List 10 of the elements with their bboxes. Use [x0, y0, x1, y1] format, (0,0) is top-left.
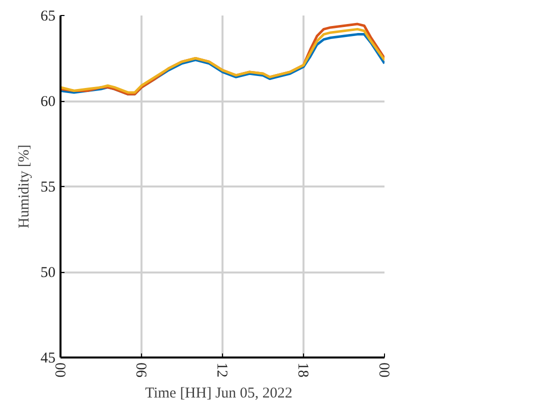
x-axis-title: Time [HH] Jun 05, 2022: [145, 386, 292, 402]
x-tick-label: 12: [214, 362, 230, 378]
y-tick-label: 65: [40, 8, 56, 24]
x-tick-label: 18: [294, 362, 310, 378]
y-tick-label: 50: [40, 265, 56, 281]
x-tick-label: 06: [132, 362, 148, 378]
y-tick-label: 60: [40, 94, 56, 110]
x-tick-label: 00: [376, 362, 392, 378]
y-axis-title: Humidity [%]: [16, 144, 32, 228]
y-tick-label: 55: [40, 180, 56, 196]
